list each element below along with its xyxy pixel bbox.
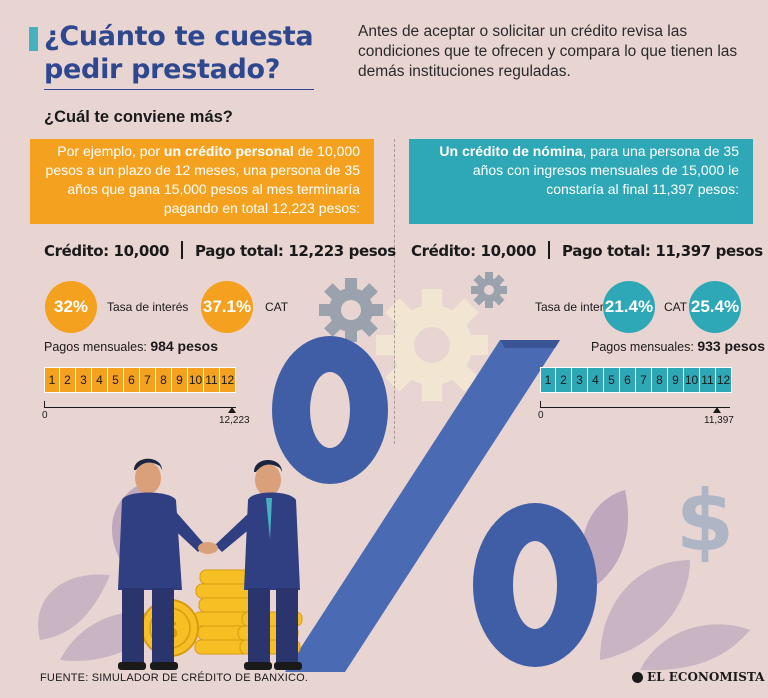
- dollar-sign-icon: $: [676, 472, 734, 570]
- nomina-monthly-payments: Pagos mensuales: 933 pesos: [591, 338, 765, 354]
- personal-cat-label: CAT: [265, 300, 289, 314]
- small-gear-icon: [471, 272, 507, 308]
- month-cell: 2: [556, 367, 572, 393]
- month-cell: 1: [44, 367, 60, 393]
- nomina-cat-badge: 25.4%: [689, 281, 741, 333]
- month-cell: 12: [716, 367, 732, 393]
- personal-credit-amount: Crédito: 10,000: [44, 242, 170, 260]
- personal-monthly-value: 984 pesos: [150, 338, 219, 354]
- month-cell: 9: [172, 367, 188, 393]
- nomina-axis-start-tick: [540, 401, 541, 407]
- brand-mark-icon: [632, 671, 643, 683]
- nomina-cat-label: CAT: [664, 300, 688, 314]
- personal-intro-bold: un crédito personal: [163, 143, 294, 159]
- businessman-left-icon: [118, 458, 205, 670]
- personal-rate-badge: 32%: [45, 281, 97, 333]
- gear-icon: [319, 278, 383, 342]
- month-cell: 3: [76, 367, 92, 393]
- title-accent: [29, 27, 38, 51]
- source-note: FUENTE: SIMULADOR DE CRÉDITO DE BANXICO.: [40, 672, 309, 684]
- month-cell: 5: [604, 367, 620, 393]
- percent-sign-icon: [272, 336, 597, 672]
- month-cell: 11: [700, 367, 716, 393]
- nomina-intro-bold: Un crédito de nómina: [439, 143, 583, 159]
- month-cell: 4: [588, 367, 604, 393]
- personal-rate-label: Tasa de interés: [107, 300, 189, 314]
- personal-axis-end: 12,223: [219, 415, 250, 426]
- month-cell: 12: [220, 367, 236, 393]
- column-divider: [394, 139, 395, 444]
- nomina-monthly-value: 933 pesos: [697, 338, 766, 354]
- intro-text: Antes de aceptar o solicitar un crédito …: [358, 23, 738, 80]
- cream-gear-icon: [376, 289, 488, 401]
- brand-name: EL ECONOMISTA: [647, 670, 765, 684]
- nomina-credit-amount: Crédito: 10,000: [411, 242, 537, 260]
- month-cell: 2: [60, 367, 76, 393]
- nomina-monthly-label: Pagos mensuales:: [591, 340, 698, 354]
- personal-axis-start-tick: [44, 401, 45, 407]
- personal-cat-badge: 37.1%: [201, 281, 253, 333]
- leaves-right-icon: [582, 490, 750, 671]
- nomina-total-payment: Pago total: 11,397 pesos: [562, 242, 763, 260]
- month-cell: 5: [108, 367, 124, 393]
- brand-logo: EL ECONOMISTA: [632, 670, 764, 684]
- nomina-months-bar: 1 2 3 4 5 6 7 8 9 10 11 12: [540, 367, 732, 393]
- month-cell: 8: [652, 367, 668, 393]
- personal-axis-start: 0: [42, 410, 48, 421]
- month-cell: 10: [188, 367, 204, 393]
- nomina-axis-start: 0: [538, 410, 544, 421]
- month-cell: 3: [572, 367, 588, 393]
- personal-total-payment: Pago total: 12,223 pesos: [195, 242, 396, 260]
- personal-intro-post: de 10,000 pesos a un plazo de 12 meses, …: [45, 143, 360, 216]
- personal-credit-description: Por ejemplo, por un crédito personal de …: [30, 139, 374, 224]
- nomina-credit-description: Un crédito de nómina, para una persona d…: [409, 139, 753, 224]
- month-cell: 8: [156, 367, 172, 393]
- title-underline: [44, 89, 314, 90]
- nomina-intro-post: , para una persona de 35 años con ingres…: [472, 143, 739, 197]
- month-cell: 4: [92, 367, 108, 393]
- section-subtitle: ¿Cuál te conviene más?: [44, 108, 233, 126]
- page-title: ¿Cuánto te cuesta pedir prestado?: [44, 21, 314, 85]
- month-cell: 11: [204, 367, 220, 393]
- businessman-right-icon: [198, 460, 302, 670]
- month-cell: 10: [684, 367, 700, 393]
- personal-summary: Crédito: 10,000 Pago total: 12,223 pesos: [44, 241, 396, 260]
- personal-intro-pre: Por ejemplo, por: [57, 143, 164, 159]
- nomina-axis-line: [540, 407, 730, 408]
- separator: [181, 241, 184, 259]
- nomina-axis-end-marker: [713, 407, 721, 413]
- personal-axis-end-marker: [228, 407, 236, 413]
- month-cell: 1: [540, 367, 556, 393]
- nomina-axis-end: 11,397: [704, 415, 734, 426]
- personal-months-bar: 1 2 3 4 5 6 7 8 9 10 11 12: [44, 367, 236, 393]
- month-cell: 6: [620, 367, 636, 393]
- month-cell: 7: [140, 367, 156, 393]
- personal-monthly-payments: Pagos mensuales: 984 pesos: [44, 338, 218, 354]
- month-cell: 9: [668, 367, 684, 393]
- month-cell: 7: [636, 367, 652, 393]
- nomina-summary: Crédito: 10,000 Pago total: 11,397 pesos: [411, 241, 763, 260]
- personal-monthly-label: Pagos mensuales:: [44, 340, 151, 354]
- nomina-rate-label: Tasa de interés: [535, 300, 617, 314]
- personal-axis-line: [44, 407, 236, 408]
- separator: [548, 241, 551, 259]
- month-cell: 6: [124, 367, 140, 393]
- nomina-rate-badge: 21.4%: [603, 281, 655, 333]
